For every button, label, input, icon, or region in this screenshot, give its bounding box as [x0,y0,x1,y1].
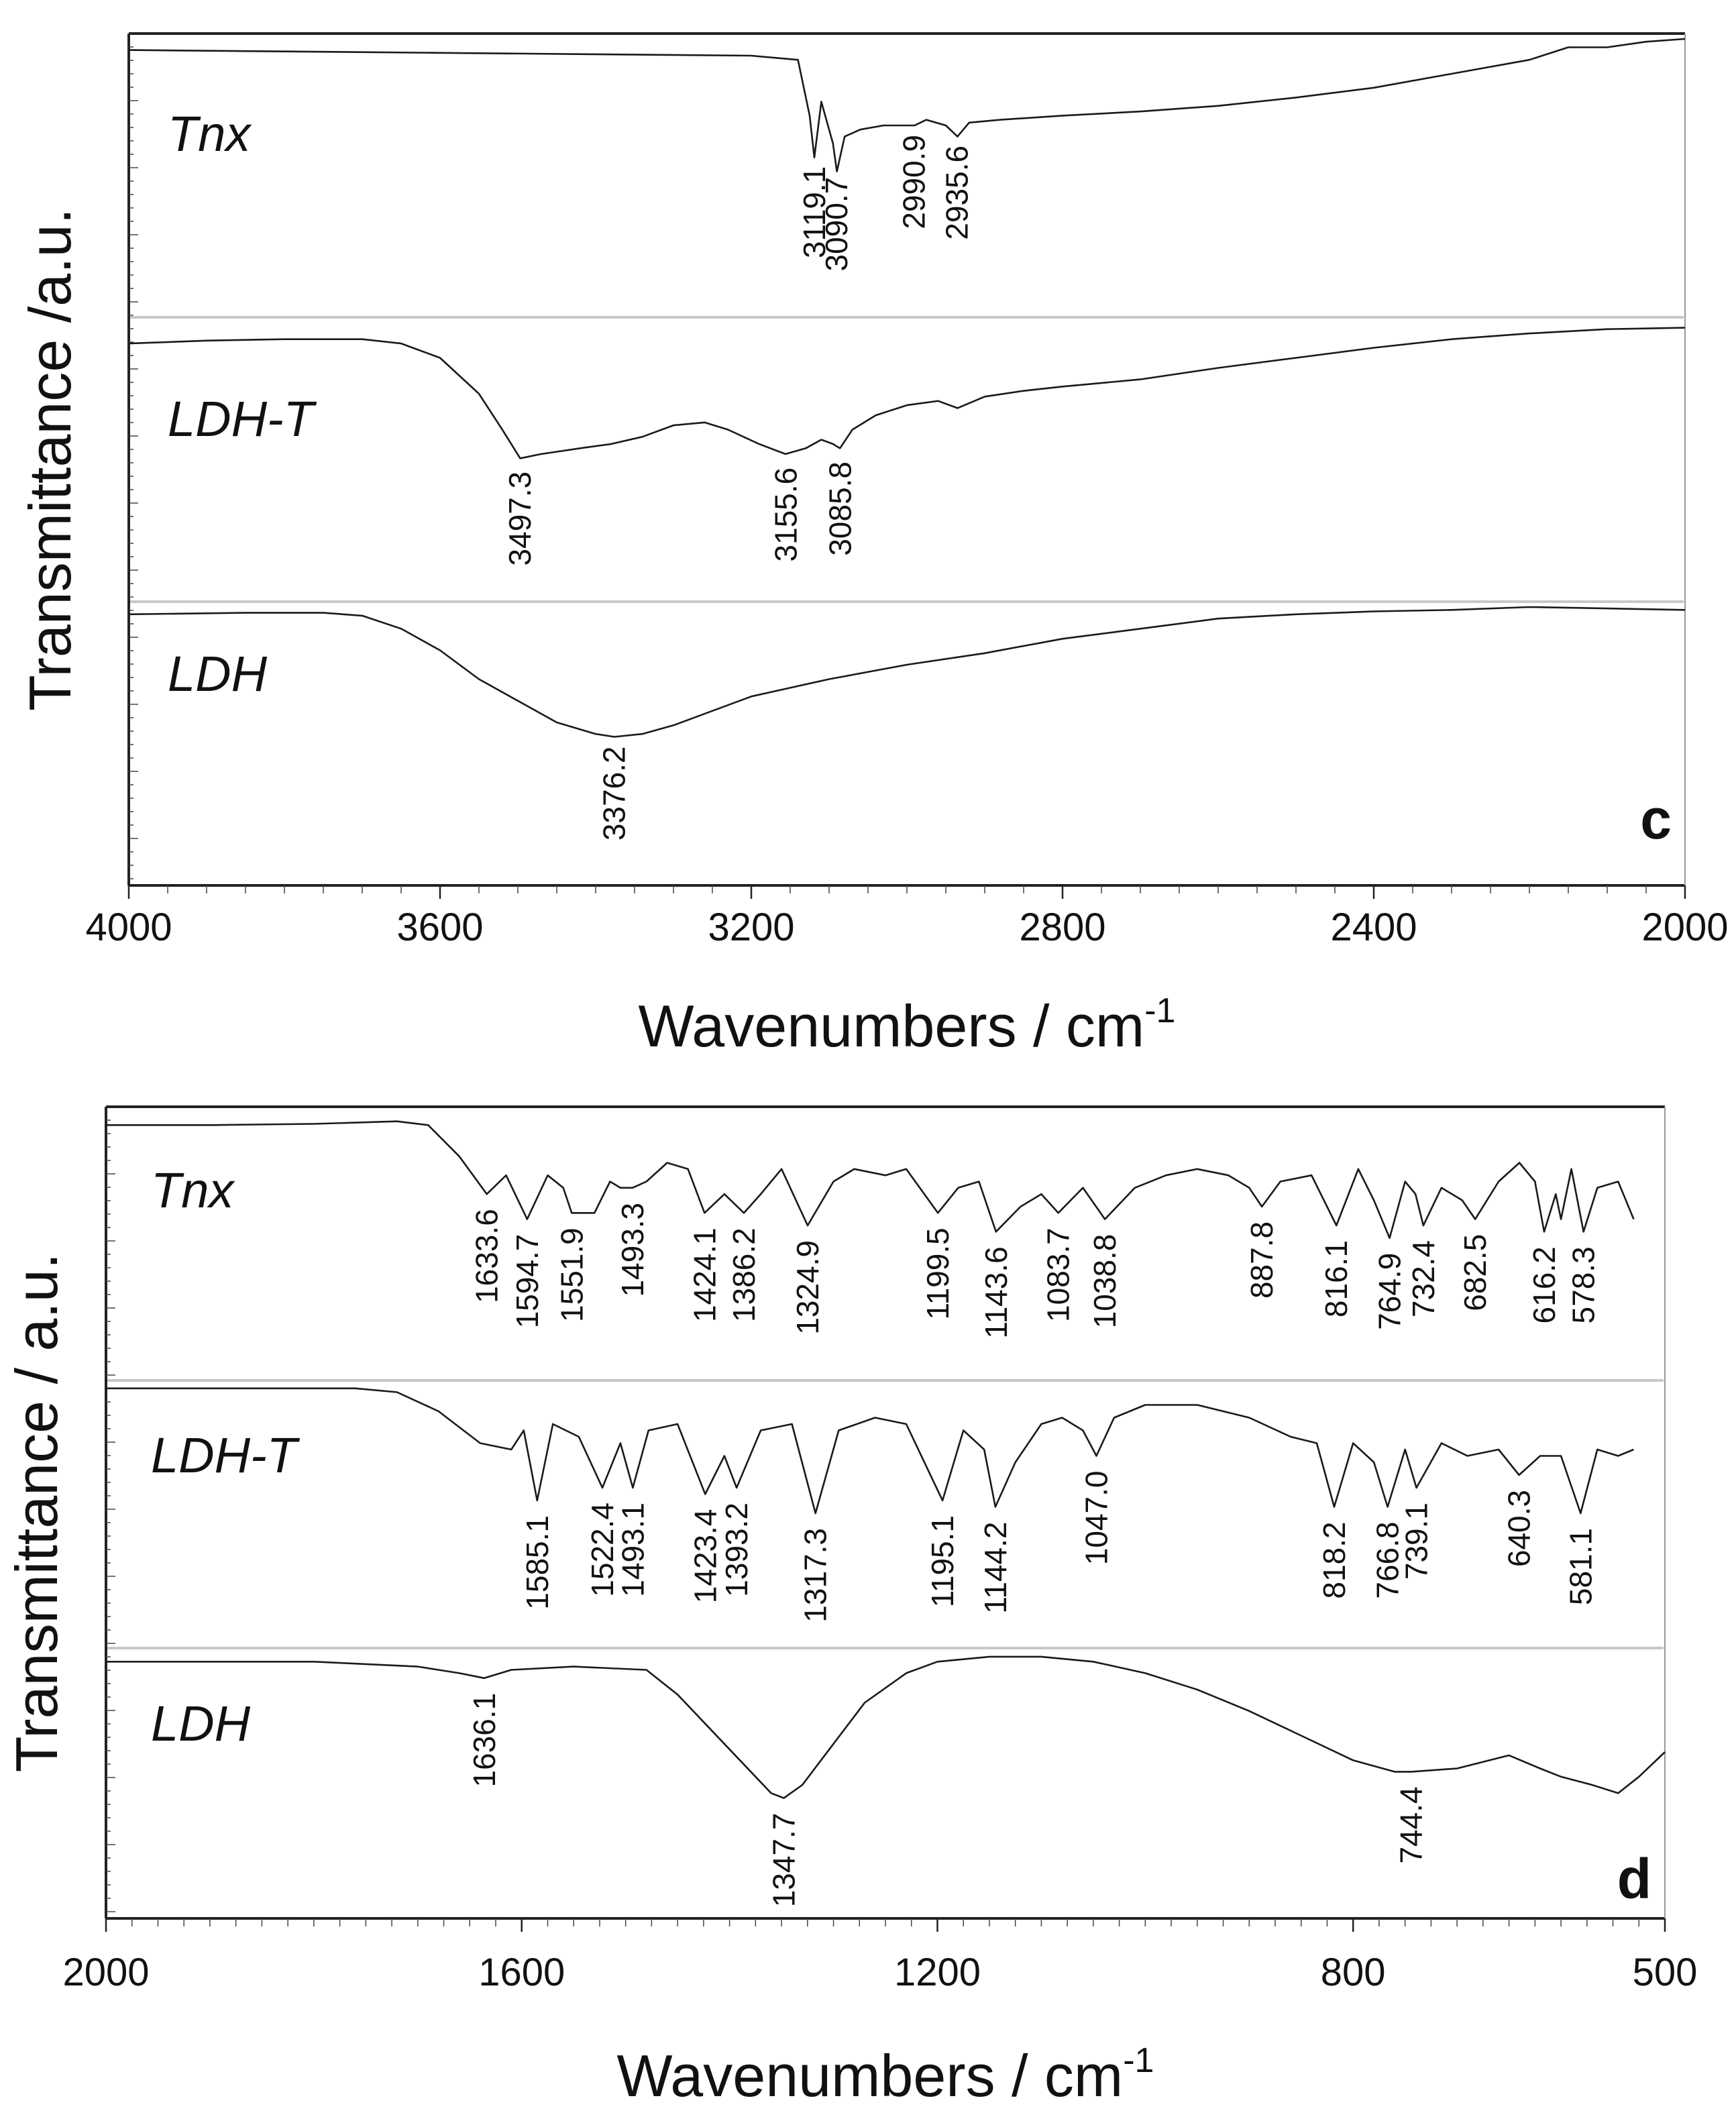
peak-label: 1585.1 [520,1515,555,1610]
peak-label: 744.4 [1393,1786,1428,1863]
spectrum-line-ldh [106,1655,1666,1799]
peak-label: 764.9 [1372,1253,1407,1330]
x-tick-label: 800 [1321,1951,1386,1994]
peak-label: 3119.1 [797,166,832,258]
peak-label: 1633.6 [470,1209,504,1303]
peak-label: 739.1 [1399,1503,1434,1580]
peak-label: 3497.3 [502,472,537,566]
peak-label: 1144.2 [978,1522,1013,1614]
series-label-ldh: LDH [168,646,268,702]
peak-label: 1551.9 [554,1228,589,1322]
peak-label: 1423.4 [688,1509,722,1604]
x-tick-label: 4000 [85,906,172,949]
peak-label: 1083.7 [1041,1228,1076,1322]
peak-label: 581.1 [1563,1528,1598,1605]
spectrum-line-ldh-t [128,327,1686,459]
x-tick-label: 3200 [708,906,794,949]
peak-label: 1393.2 [719,1503,754,1597]
x-tick-label: 2000 [62,1951,149,1994]
peak-label: 1047.0 [1079,1471,1114,1566]
peak-label: 818.2 [1317,1522,1352,1599]
peak-label: 1038.8 [1087,1234,1122,1329]
x-tick-label: 3600 [396,906,483,949]
x-axis-label: Wavenumbers / cm-1 [639,991,1176,1059]
peak-label: 816.1 [1319,1240,1354,1317]
peak-label: 2990.9 [897,135,932,229]
peak-label: 3090.7 [819,177,854,272]
peak-label: 2935.6 [940,146,975,240]
peak-label: 1594.7 [510,1234,545,1329]
x-tick-label: 1600 [478,1951,565,1994]
peak-label: 887.8 [1244,1221,1279,1299]
peak-label: 1493.3 [615,1203,650,1297]
panel-d: 2000 1600 1200 800 500 Wavenumbers / cm-1 Tran… [3,1105,1698,2109]
x-tick-label: 2800 [1019,906,1105,949]
peak-label: 1143.6 [979,1246,1014,1338]
peak-label: 578.3 [1566,1246,1601,1323]
series-label-ldh-t: LDH-T [168,391,317,447]
peak-label: 1424.1 [687,1228,722,1322]
peak-label: 3155.6 [769,468,804,562]
spectrum-line-tnx [106,1120,1635,1239]
peak-label: 1493.1 [615,1503,650,1597]
peak-label: 1317.3 [798,1528,833,1623]
x-axis-label: Wavenumbers / cm-1 [617,2041,1154,2109]
peak-label: 1386.2 [726,1228,761,1322]
spectrum-line-ldh-t [106,1387,1634,1515]
spectrum-line-tnx [128,38,1686,172]
panel-letter: d [1617,1847,1651,1910]
peak-label: 1199.5 [920,1228,955,1319]
peak-label: 3376.2 [597,746,632,840]
series-label-ldh-t: LDH-T [151,1427,301,1483]
x-tick-label: 500 [1633,1951,1698,1994]
peak-label: 1195.1 [925,1515,960,1607]
peak-label: 1522.4 [585,1503,620,1597]
y-axis-label: Transmittance /a.u. [17,208,83,711]
peak-label: 682.5 [1458,1234,1493,1311]
x-tick-label: 2000 [1641,906,1728,949]
x-tick-label: 2400 [1330,906,1417,949]
peak-label: 732.4 [1406,1240,1441,1317]
spectrum-line-ldh [128,606,1686,738]
series-label-tnx: Tnx [151,1162,235,1218]
series-label-ldh: LDH [151,1696,251,1751]
y-axis-label: Transmittance / a.u. [3,1253,70,1772]
peak-label: 766.8 [1370,1522,1405,1599]
peak-label: 1636.1 [467,1693,502,1788]
peak-label: 3085.8 [822,461,857,556]
x-tick-label: 1200 [894,1951,981,1994]
peak-label: 1347.7 [767,1813,802,1908]
panel-letter: c [1640,787,1672,851]
series-label-tnx: Tnx [168,106,252,162]
peak-label: 640.3 [1502,1490,1537,1567]
panel-c: 4000 3600 3200 2800 2400 2000 Wavenumbers / cm… [17,32,1729,1059]
peak-label: 1324.9 [790,1240,825,1335]
peak-label: 616.2 [1527,1246,1562,1323]
